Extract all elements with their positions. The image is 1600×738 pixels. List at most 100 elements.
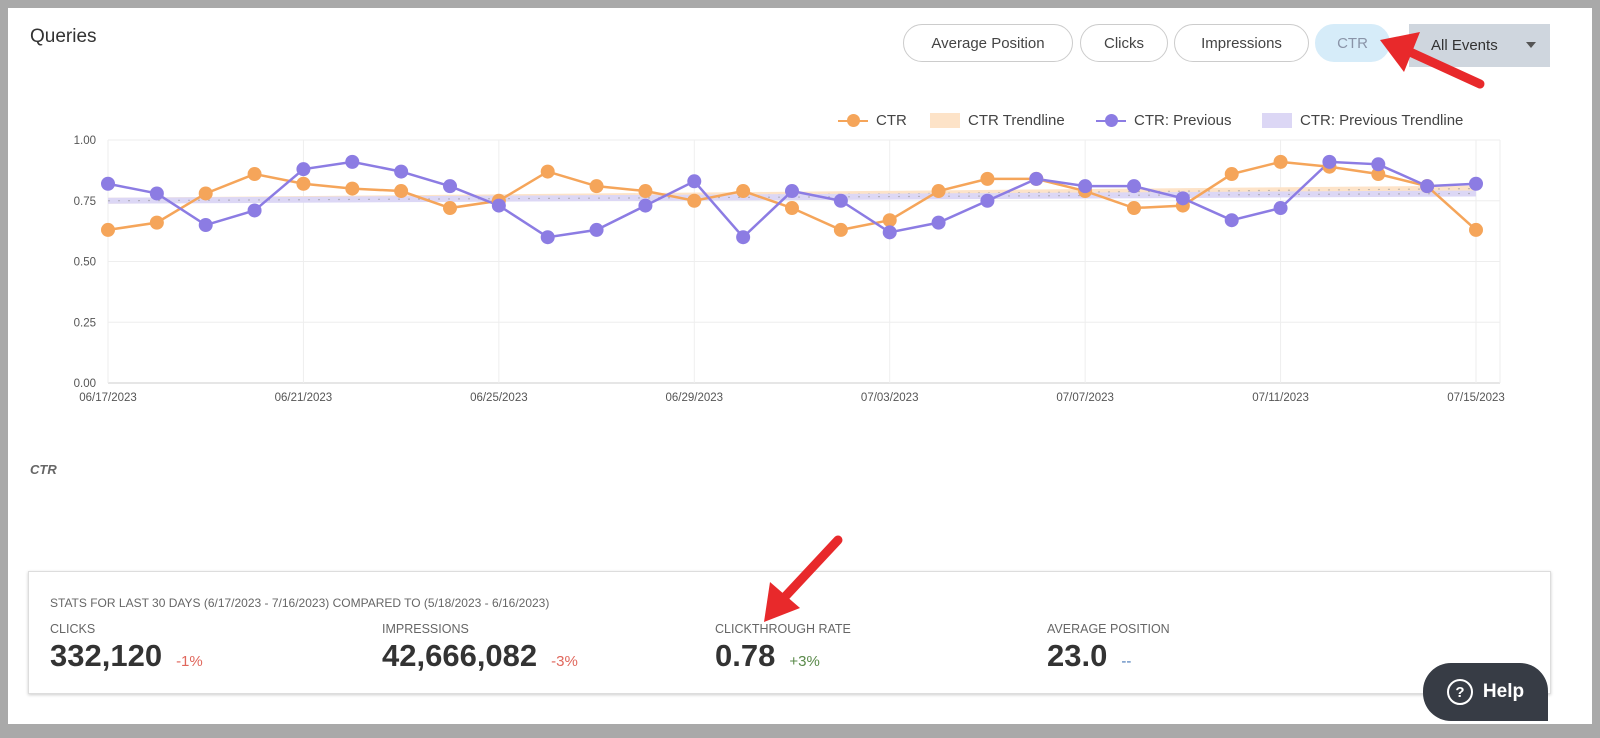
ctr-previous-point [1420,179,1435,194]
stat-value: 42,666,082 [382,638,538,673]
ctr-point [638,184,653,199]
ctr-previous-point [149,186,164,201]
ctr-point [345,181,360,196]
x-tick-label: 07/03/2023 [861,392,919,404]
impressions-button[interactable]: Impressions [1174,24,1309,62]
ctr-previous-point [785,184,799,199]
legend-label: CTR: Previous Trendline [1300,112,1464,129]
ctr-line-chart: 0.00 0.25 0.50 0.75 1.00 06/17/2023 06/21/2023… [74,135,1505,404]
help-button[interactable]: ? Help [1423,663,1548,721]
ctr-point [1273,154,1288,169]
ctr-previous-point [1078,179,1093,194]
ctr-point [540,164,555,179]
ctr-point [1224,167,1239,182]
legend-ctr-previous-trendline[interactable]: CTR: Previous Trendline [1262,112,1463,129]
ctr-previous-point [540,230,555,245]
average-position-button[interactable]: Average Position [903,24,1073,62]
x-tick-label: 07/11/2023 [1252,392,1309,404]
stats-heading: STATS FOR LAST 30 DAYS (6/17/2023 - 7/16… [50,596,550,610]
ctr-previous-point [491,198,506,213]
x-tick-label: 07/15/2023 [1447,392,1505,404]
legend-swatch-icon [930,113,960,128]
ctr-previous-point [394,164,409,179]
stat-label: CLICKS [50,622,96,636]
chart-caption: CTR [30,462,57,477]
stat-value: 0.78 [715,638,776,673]
y-tick-label: 0.00 [74,378,96,390]
previous-trendline-dots [107,192,1477,202]
y-tick-label: 1.00 [74,135,96,147]
ctr-point [882,213,897,228]
ctr-previous-point [296,162,311,177]
ctr-point [1127,201,1141,216]
stat-label: AVERAGE POSITION [1047,622,1170,636]
ctr-previous-point [687,174,702,189]
ctr-point [833,222,848,237]
legend-label: CTR: Previous [1134,112,1232,129]
stat-change: -- [1121,653,1132,670]
ctr-previous-point [589,222,604,237]
ctr-previous-point [198,218,213,233]
ctr-point [980,171,995,186]
legend-ctr[interactable]: CTR [838,112,907,129]
ctr-previous-point [1469,176,1483,191]
legend-label: CTR Trendline [968,112,1065,129]
ctr-point [687,193,702,208]
ctr-previous-point [1029,171,1044,186]
stats-summary: STATS FOR LAST 30 DAYS (6/17/2023 - 7/16… [28,571,1551,694]
ctr-previous-point [345,154,360,169]
ctr-point [931,184,946,199]
ctr-previous-point [638,198,653,213]
stat-change: -3% [551,653,578,670]
legend-label: CTR [876,112,907,129]
stat-impressions: IMPRESSIONS 42,666,082 -3% [382,622,578,674]
ctr-point [1371,167,1386,182]
legend-marker-icon [1096,113,1126,127]
ctr-point [296,176,311,191]
ctr-previous-point [882,225,897,240]
stat-label: CLICKTHROUGH RATE [715,622,851,636]
ctr-point [785,201,799,216]
stat-change: -1% [176,653,203,670]
page-title: Queries [30,26,97,47]
ctr-point [198,186,213,201]
ctr-point [149,215,164,230]
ctr-trendline-dots [107,188,1477,202]
ctr-previous-point [101,176,115,191]
ctr-point [443,201,457,216]
x-tick-label: 07/07/2023 [1056,392,1114,404]
stat-average-position: AVERAGE POSITION 23.0 -- [1047,622,1170,674]
ctr-previous-point [736,230,751,245]
y-tick-label: 0.25 [74,317,96,329]
ctr-point [736,184,751,199]
ctr-previous-point [931,215,946,230]
ctr-point [589,179,604,194]
legend-marker-icon [838,113,868,127]
legend-ctr-previous[interactable]: CTR: Previous [1096,112,1232,129]
ctr-previous-point [1224,213,1239,228]
stat-value: 23.0 [1047,638,1108,673]
ctr-previous-point [1175,191,1190,206]
stat-value: 332,120 [50,638,163,673]
legend-swatch-icon [1262,113,1292,128]
stat-label: IMPRESSIONS [382,622,469,636]
x-tick-label: 06/29/2023 [666,392,724,404]
legend-ctr-trendline[interactable]: CTR Trendline [930,112,1065,129]
ctr-previous-point [1127,179,1141,194]
stat-clicks: CLICKS 332,120 -1% [50,622,203,674]
ctr-point [247,167,262,182]
x-tick-label: 06/21/2023 [275,392,333,404]
ctr-point [394,184,409,199]
ctr-previous-point [833,193,848,208]
y-tick-label: 0.50 [74,257,96,269]
ctr-point [101,222,115,237]
x-tick-label: 06/25/2023 [470,392,528,404]
ctr-previous-point [1371,157,1386,172]
ctr-previous-point [1273,201,1288,216]
ctr-previous-point [443,179,457,194]
clicks-button[interactable]: Clicks [1080,24,1168,62]
stat-clickthrough-rate: CLICKTHROUGH RATE 0.78 +3% [715,622,851,674]
x-tick-label: 06/17/2023 [79,392,137,404]
ctr-previous-point [1322,154,1337,169]
ctr-previous-point [247,203,262,218]
